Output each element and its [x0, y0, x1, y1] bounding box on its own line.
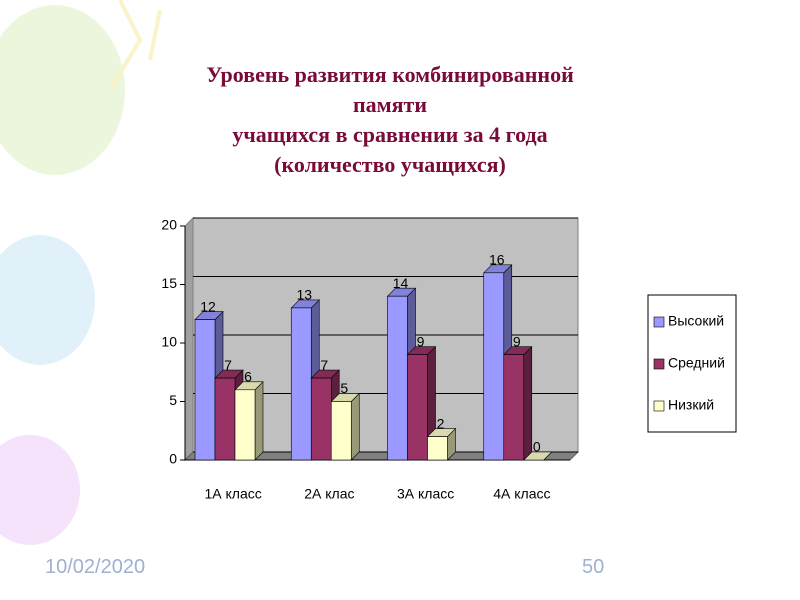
side-wall: [184, 216, 194, 462]
y-tick-label: 10: [161, 334, 177, 350]
bar-side: [350, 392, 360, 461]
bar: [234, 389, 256, 461]
x-tick-label: 4А класс: [493, 486, 550, 502]
bar: [290, 307, 312, 461]
background-balloons: [0, 0, 162, 545]
bar: [194, 319, 216, 461]
data-label: 9: [513, 333, 521, 349]
bar: [427, 436, 448, 461]
y-tick-label: 15: [161, 275, 177, 291]
bar: [387, 295, 408, 461]
data-label: 0: [533, 439, 541, 455]
legend-swatch: [653, 358, 665, 370]
page-number: 50: [582, 556, 605, 578]
bar: [214, 377, 236, 461]
legend-label: Низкий: [668, 397, 714, 413]
data-label: 7: [224, 357, 232, 373]
x-tick-label: 3А класс: [397, 486, 454, 502]
bar: [503, 354, 525, 461]
bar: [330, 401, 352, 461]
y-tick-label: 20: [161, 217, 177, 233]
bar-side: [523, 345, 533, 461]
data-label: 16: [489, 252, 505, 268]
data-label: 2: [437, 415, 445, 431]
bar-side: [254, 381, 264, 461]
bar: [483, 272, 505, 461]
x-tick-label: 1А класс: [204, 486, 261, 502]
data-label: 5: [340, 380, 348, 396]
y-tick-label: 5: [169, 392, 177, 408]
data-label: 7: [320, 357, 328, 373]
legend-label: Средний: [668, 355, 725, 371]
data-label: 6: [244, 369, 252, 385]
footer-date: 10/02/2020: [45, 556, 146, 578]
data-label: 14: [393, 275, 409, 291]
x-tick-label: 2А клас: [304, 486, 354, 502]
data-label: 9: [417, 333, 425, 349]
data-label: 12: [200, 298, 216, 314]
data-label: 13: [296, 287, 312, 303]
legend-swatch: [653, 316, 665, 328]
bar-top: [523, 451, 553, 461]
legend-label: Высокий: [668, 313, 724, 329]
legend-swatch: [653, 400, 665, 412]
chart-title: Уровень развития комбинированной памяти …: [206, 62, 574, 177]
bar: [407, 354, 428, 461]
y-tick-label: 0: [169, 451, 177, 467]
bar: [310, 377, 332, 461]
